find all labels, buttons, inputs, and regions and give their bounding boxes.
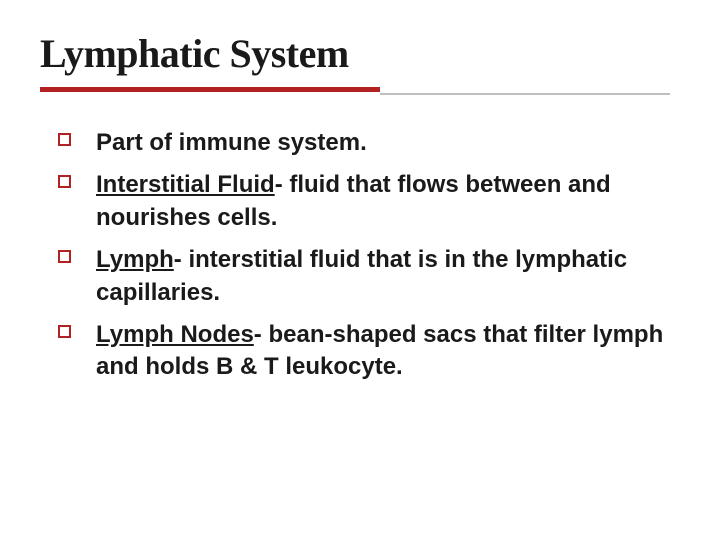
- title-underline: [40, 87, 680, 97]
- list-item: Interstitial Fluid- fluid that flows bet…: [58, 169, 670, 234]
- list-item: Lymph- interstitial fluid that is in the…: [58, 244, 670, 309]
- list-item: Part of immune system.: [58, 127, 670, 159]
- bullet-term: Lymph: [96, 246, 174, 273]
- slide: Lymphatic System Part of immune system. …: [0, 0, 720, 540]
- bullet-text: Part of immune system.: [96, 129, 367, 156]
- slide-title: Lymphatic System: [40, 30, 680, 77]
- bullet-icon: [58, 325, 71, 338]
- bullet-term: Interstitial Fluid: [96, 171, 275, 198]
- bullet-text: - interstitial fluid that is in the lymp…: [96, 246, 627, 305]
- bullet-icon: [58, 250, 71, 263]
- title-underline-gray: [380, 93, 670, 95]
- title-underline-red: [40, 87, 380, 92]
- bullet-icon: [58, 175, 71, 188]
- bullet-icon: [58, 133, 71, 146]
- bullet-term: Lymph Nodes: [96, 321, 254, 348]
- bullet-list: Part of immune system. Interstitial Flui…: [40, 127, 680, 384]
- list-item: Lymph Nodes- bean-shaped sacs that filte…: [58, 319, 670, 384]
